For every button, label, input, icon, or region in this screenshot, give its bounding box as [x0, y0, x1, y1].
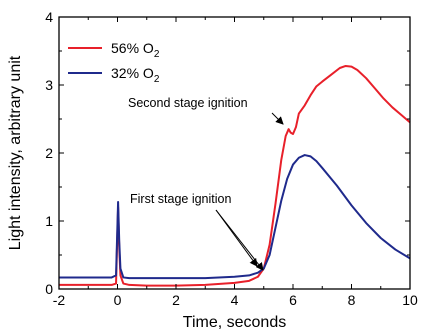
x-tick-label: -2 — [53, 292, 66, 308]
y-tick-label: 0 — [45, 281, 53, 297]
x-tick-label: 2 — [172, 292, 180, 308]
legend-label-32: 32% O2 — [111, 65, 160, 85]
x-tick-label: 4 — [231, 292, 239, 308]
x-tick-label: 8 — [348, 292, 356, 308]
legend: 56% O2 32% O2 — [68, 40, 160, 85]
legend-label-56: 56% O2 — [111, 40, 160, 60]
y-tick-label: 3 — [45, 77, 53, 93]
plot-frame — [58, 16, 411, 290]
x-tick-label: 0 — [114, 292, 122, 308]
annotation-second-stage: Second stage ignition — [128, 96, 284, 125]
series-line-0 — [59, 64, 411, 287]
annotation-first-stage-text: First stage ignition — [130, 192, 231, 206]
annotation-first-stage: First stage ignition — [130, 192, 264, 271]
annotation-second-stage-arrow — [271, 112, 284, 125]
y-tick-label: 2 — [45, 145, 53, 161]
y-tick-label: 4 — [45, 9, 53, 25]
annotation-second-stage-text: Second stage ignition — [128, 96, 248, 110]
y-axis-label: Light intensity, arbitrary unit — [7, 55, 24, 250]
x-tick-label: 10 — [402, 292, 418, 308]
x-axis-label: Time, seconds — [183, 314, 286, 331]
x-tick-label: 6 — [289, 292, 297, 308]
series-line-1 — [59, 154, 411, 280]
annotation-first-stage-arrow-2 — [215, 209, 264, 271]
y-tick-label: 1 — [45, 213, 53, 229]
